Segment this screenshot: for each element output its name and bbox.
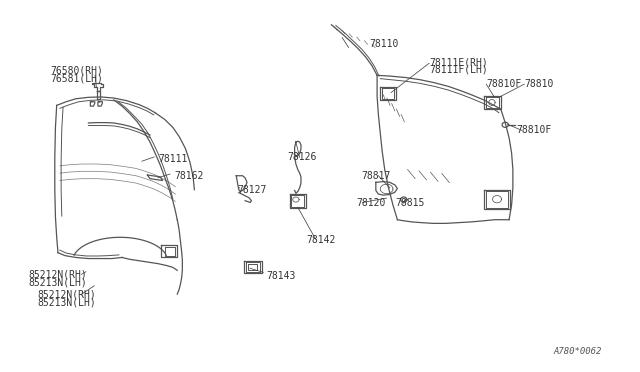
Text: 78815: 78815 — [395, 198, 424, 208]
Text: 78817: 78817 — [361, 171, 390, 181]
Text: 78810F: 78810F — [516, 125, 552, 135]
Text: 78111F(LH): 78111F(LH) — [429, 65, 488, 75]
Text: 76580(RH): 76580(RH) — [51, 65, 103, 76]
Text: 85212N(RH): 85212N(RH) — [28, 270, 87, 280]
Text: 85213N(LH): 85213N(LH) — [28, 278, 87, 288]
Text: 76581(LH): 76581(LH) — [51, 74, 103, 84]
Text: 78143: 78143 — [266, 271, 296, 281]
Text: 78127: 78127 — [237, 185, 267, 195]
Text: 78142: 78142 — [306, 235, 335, 245]
Text: 78810F: 78810F — [486, 79, 522, 89]
Text: 78162: 78162 — [174, 171, 204, 181]
Text: 78810: 78810 — [524, 79, 554, 89]
Text: 78111E(RH): 78111E(RH) — [429, 57, 488, 67]
Text: 85212N(RH): 85212N(RH) — [38, 289, 97, 299]
Text: A780*0062: A780*0062 — [554, 347, 602, 356]
Text: 78126: 78126 — [287, 153, 316, 163]
Text: 85213N(LH): 85213N(LH) — [38, 297, 97, 307]
Text: 78120: 78120 — [356, 198, 386, 208]
Text: 78111: 78111 — [158, 154, 188, 164]
Text: 78110: 78110 — [369, 39, 399, 49]
